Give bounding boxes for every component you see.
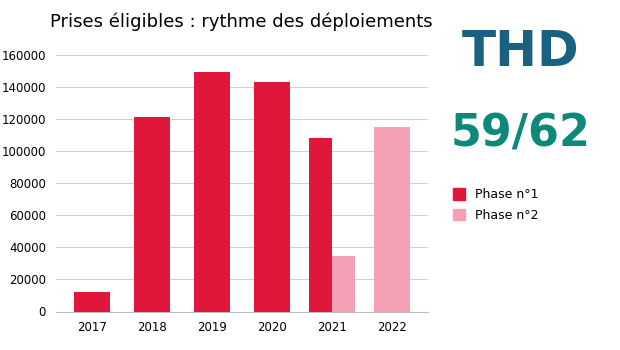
Bar bbox=[133, 117, 170, 312]
Title: Prises éligibles : rythme des déploiements: Prises éligibles : rythme des déploiemen… bbox=[50, 13, 433, 32]
Bar bbox=[374, 127, 410, 312]
Bar bbox=[309, 138, 332, 312]
Bar bbox=[74, 292, 110, 312]
Text: 59/62: 59/62 bbox=[451, 113, 591, 156]
Bar bbox=[254, 82, 290, 312]
Legend: Phase n°1, Phase n°2: Phase n°1, Phase n°2 bbox=[453, 188, 539, 222]
Text: THD: THD bbox=[462, 28, 580, 77]
Bar bbox=[332, 256, 355, 312]
Bar bbox=[193, 72, 230, 312]
